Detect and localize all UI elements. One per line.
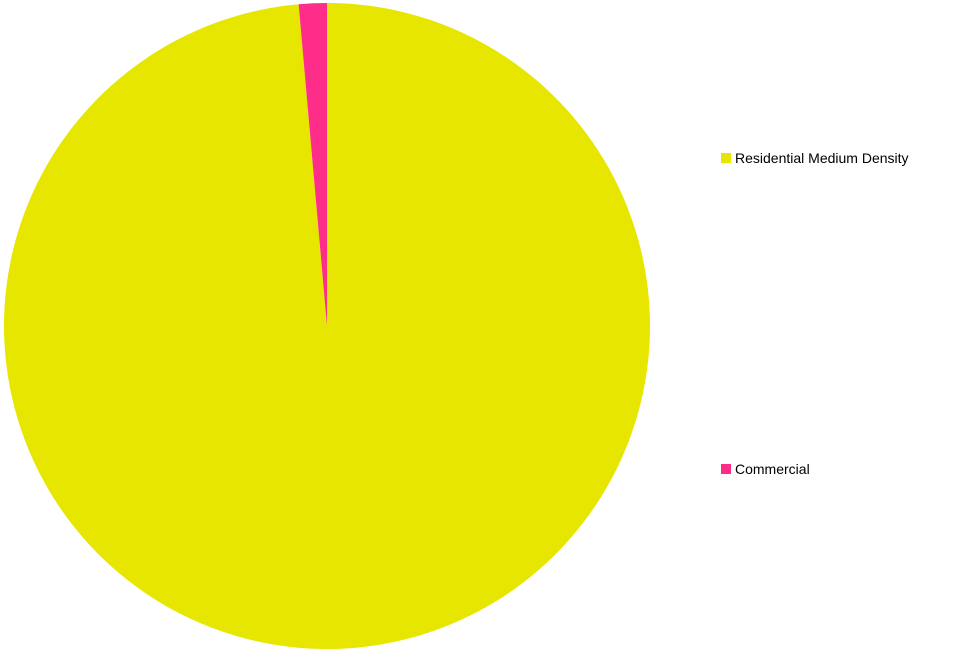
pie-slices xyxy=(3,3,650,650)
legend-item: Residential Medium Density xyxy=(721,150,909,166)
legend-swatch xyxy=(721,153,731,163)
pie-slice-residential-medium-density xyxy=(3,3,650,650)
legend-item: Commercial xyxy=(721,461,810,477)
legend-swatch xyxy=(721,464,731,474)
legend-label: Commercial xyxy=(735,461,810,477)
legend: Residential Medium Density Commercial xyxy=(721,150,909,477)
pie-slice-commercial xyxy=(298,3,327,326)
legend-label: Residential Medium Density xyxy=(735,150,909,166)
